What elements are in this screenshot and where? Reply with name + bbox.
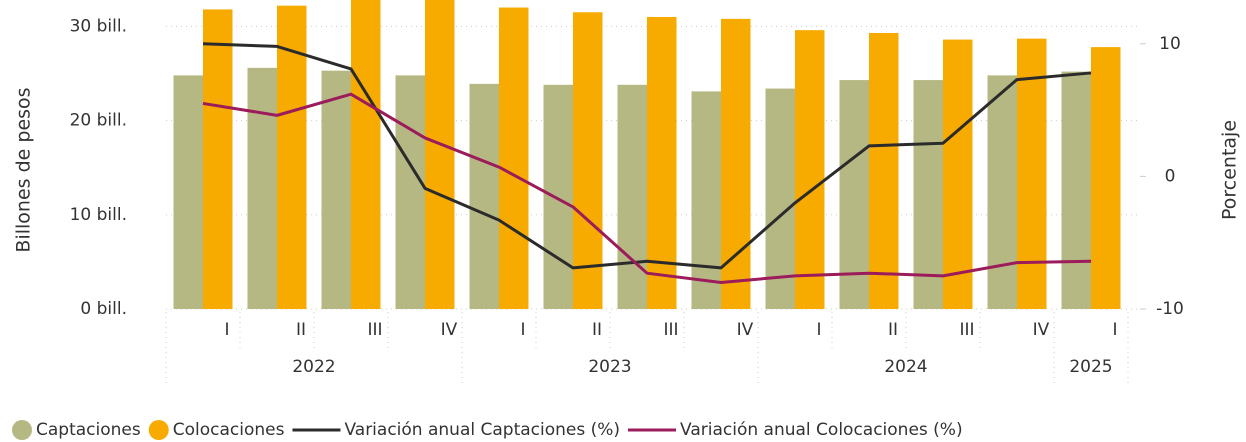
bar <box>247 67 277 309</box>
y2-tick-label: -10 <box>1156 299 1184 319</box>
bar <box>721 18 751 309</box>
line-series <box>202 42 1092 270</box>
group-label: 2024 <box>884 357 927 377</box>
group-label: 2023 <box>588 357 631 377</box>
bar <box>351 0 381 309</box>
x-tick-label: II <box>296 320 306 340</box>
y-axis-title: Billones de pesos <box>13 87 35 252</box>
bar <box>203 9 233 309</box>
legend-label: Captaciones <box>36 420 141 440</box>
legend-marker <box>148 420 169 440</box>
x-tick-label: III <box>959 320 974 340</box>
bar <box>647 16 677 309</box>
x-tick-label: III <box>367 320 382 340</box>
y-tick-label: 30 bill. <box>70 16 127 36</box>
bar <box>795 30 825 309</box>
bar <box>425 0 455 309</box>
bar <box>499 7 529 309</box>
bar <box>869 32 899 309</box>
x-tick-label: IV <box>1033 320 1050 340</box>
bar <box>987 75 1017 309</box>
legend-label: Variación anual Colocaciones (%) <box>680 420 963 440</box>
y2-axis-title: Porcentaje <box>1219 120 1241 220</box>
y-tick-label: 0 bill. <box>80 299 127 319</box>
bar <box>573 12 603 309</box>
bar <box>691 91 721 309</box>
legend-marker <box>12 420 32 440</box>
bar <box>543 84 573 309</box>
plot-area <box>173 0 1121 309</box>
bar <box>173 75 203 309</box>
x-tick-label: IV <box>737 320 754 340</box>
legend-label: Variación anual Captaciones (%) <box>344 420 620 440</box>
y2-tick-label: 10 <box>1159 34 1181 54</box>
bar <box>395 75 425 309</box>
bar <box>617 84 647 309</box>
bar <box>1061 71 1091 309</box>
x-tick-label: II <box>592 320 602 340</box>
y-tick-label: 20 bill. <box>70 111 127 131</box>
group-label: 2022 <box>292 357 335 377</box>
x-tick-label: III <box>663 320 678 340</box>
x-tick-label: IV <box>441 320 458 340</box>
bar <box>913 80 943 309</box>
x-tick-label: I <box>816 320 821 340</box>
bar <box>943 39 973 309</box>
x-tick-label: I <box>1112 320 1117 340</box>
bar <box>321 70 351 309</box>
bar <box>765 88 795 309</box>
group-label: 2025 <box>1069 357 1112 377</box>
bar <box>839 80 869 309</box>
bar <box>1091 47 1121 309</box>
line-series <box>202 92 1092 284</box>
legend-label: Colocaciones <box>173 420 285 440</box>
bar <box>277 5 307 309</box>
y-tick-label: 10 bill. <box>70 205 127 225</box>
x-tick-label: II <box>888 320 898 340</box>
x-tick-label: I <box>224 320 229 340</box>
bar <box>469 83 499 309</box>
x-tick-label: I <box>520 320 525 340</box>
y2-tick-label: 0 <box>1165 166 1176 186</box>
